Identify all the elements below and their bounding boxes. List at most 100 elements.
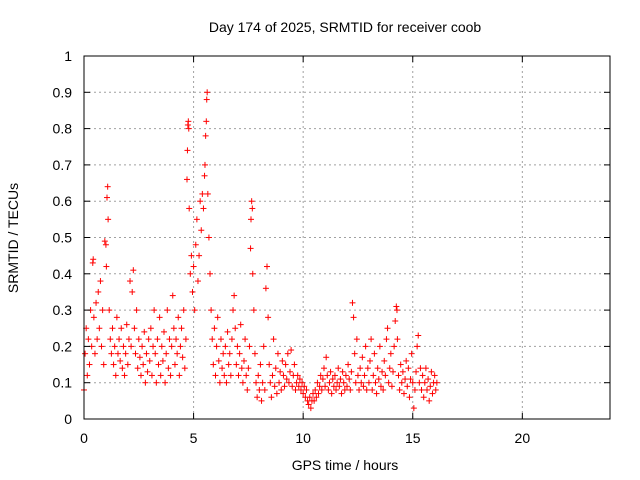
- data-point: [433, 379, 440, 386]
- data-point: [179, 354, 186, 361]
- data-point: [323, 354, 330, 361]
- data-point: [264, 263, 271, 270]
- data-point: [224, 328, 231, 335]
- y-tick-label: 0.2: [53, 338, 73, 354]
- data-point: [173, 336, 180, 343]
- data-point: [90, 314, 97, 321]
- data-point: [410, 405, 417, 412]
- data-point: [415, 332, 422, 339]
- data-point: [272, 365, 279, 372]
- data-point: [431, 372, 438, 379]
- data-point: [409, 379, 416, 386]
- data-point: [265, 314, 272, 321]
- data-point: [163, 350, 170, 357]
- data-point: [317, 372, 324, 379]
- data-point: [90, 256, 97, 263]
- data-point: [327, 368, 334, 375]
- data-point: [273, 390, 280, 397]
- data-point: [99, 307, 106, 314]
- y-tick-label: 1: [64, 48, 72, 64]
- data-point: [251, 350, 258, 357]
- data-point: [312, 386, 319, 393]
- data-point: [188, 252, 195, 259]
- data-point: [371, 350, 378, 357]
- data-point: [408, 350, 415, 357]
- data-point: [377, 383, 384, 390]
- data-point: [128, 343, 135, 350]
- data-point: [282, 361, 289, 368]
- data-point: [221, 372, 228, 379]
- data-point: [345, 361, 352, 368]
- data-point: [181, 365, 188, 372]
- data-point: [356, 386, 363, 393]
- data-point: [216, 379, 223, 386]
- data-point: [427, 383, 434, 390]
- data-point: [176, 372, 183, 379]
- data-point: [120, 343, 127, 350]
- data-point: [185, 118, 192, 125]
- data-point: [192, 241, 199, 248]
- data-point: [266, 361, 273, 368]
- data-point: [207, 270, 214, 277]
- data-point: [190, 263, 197, 270]
- data-point: [411, 386, 418, 393]
- data-point: [205, 234, 212, 241]
- data-point: [278, 386, 285, 393]
- data-point: [169, 292, 176, 299]
- data-point: [294, 372, 301, 379]
- data-point: [194, 278, 201, 285]
- y-tick-label: 0.8: [53, 121, 73, 137]
- data-point: [385, 379, 392, 386]
- data-point: [390, 368, 397, 375]
- data-point: [394, 336, 401, 343]
- data-point: [104, 194, 111, 201]
- data-point: [129, 288, 136, 295]
- data-point: [165, 365, 172, 372]
- data-point: [416, 379, 423, 386]
- data-point: [418, 386, 425, 393]
- x-tick-label: 20: [515, 430, 531, 446]
- data-point: [143, 350, 150, 357]
- data-point: [100, 361, 107, 368]
- data-point: [110, 361, 117, 368]
- data-point: [199, 190, 206, 197]
- data-point: [186, 205, 193, 212]
- data-point: [135, 336, 142, 343]
- data-point: [193, 216, 200, 223]
- data-point: [373, 390, 380, 397]
- data-point: [94, 336, 101, 343]
- data-point: [417, 365, 424, 372]
- data-point: [398, 379, 405, 386]
- data-point: [130, 267, 137, 274]
- data-point: [325, 386, 332, 393]
- data-point: [208, 307, 215, 314]
- data-point: [212, 372, 219, 379]
- data-point: [114, 350, 121, 357]
- data-point: [358, 379, 365, 386]
- data-point: [287, 368, 294, 375]
- data-point: [423, 386, 430, 393]
- data-point: [419, 372, 426, 379]
- data-point: [85, 336, 92, 343]
- data-point: [384, 325, 391, 332]
- data-point: [116, 336, 123, 343]
- data-point: [144, 368, 151, 375]
- data-point: [421, 379, 428, 386]
- y-tick-label: 0.3: [53, 302, 73, 318]
- data-point: [93, 299, 100, 306]
- data-point: [269, 372, 276, 379]
- data-point: [211, 325, 218, 332]
- data-point: [233, 361, 240, 368]
- y-tick-label: 0.9: [53, 84, 73, 100]
- data-point: [305, 401, 312, 408]
- data-point: [242, 336, 249, 343]
- data-point: [295, 383, 302, 390]
- data-point: [166, 336, 173, 343]
- data-point: [198, 227, 205, 234]
- data-point: [210, 361, 217, 368]
- data-point: [400, 390, 407, 397]
- data-point: [219, 365, 226, 372]
- data-point: [360, 383, 367, 390]
- data-point: [372, 379, 379, 386]
- data-point: [306, 394, 313, 401]
